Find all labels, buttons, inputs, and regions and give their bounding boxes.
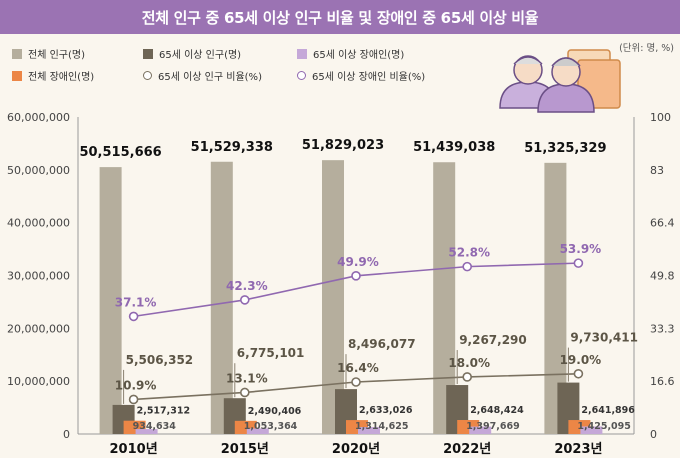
legend-swatch	[297, 48, 307, 59]
legend-swatch	[143, 48, 153, 59]
label-elderly-population-ratio: 16.4%	[337, 361, 379, 375]
label-elderly-population: 9,730,411	[570, 331, 638, 345]
bar-elderly-disabled	[358, 427, 380, 434]
y2-tick-label: 16.6	[650, 375, 675, 388]
y-tick-label: 40,000,000	[7, 217, 70, 230]
legend-marker	[143, 71, 152, 80]
y-tick-label: 20,000,000	[7, 322, 70, 335]
bar-total-population	[544, 162, 567, 434]
bar-total-population	[99, 167, 122, 435]
y2-tick-label: 100	[650, 111, 671, 124]
chart-title: 전체 인구 중 65세 이상 인구 비율 및 장애인 중 65세 이상 비율	[0, 0, 680, 34]
legend-label: 전체 인구(명)	[28, 50, 85, 61]
legend-marker	[297, 71, 306, 80]
label-elderly-disabled: 934,634	[133, 421, 177, 432]
legend-swatch	[12, 48, 22, 59]
point-elderly-population-ratio	[351, 377, 361, 387]
label-elderly-population: 9,267,290	[459, 333, 527, 347]
label-total-disabled: 2,648,424	[470, 405, 524, 416]
label-total-disabled: 2,490,406	[248, 406, 302, 417]
label-total-disabled: 2,641,896	[581, 405, 635, 416]
legend-swatch	[12, 70, 22, 81]
x-tick-label: 2022년	[443, 442, 491, 457]
label-elderly-population-ratio: 13.1%	[226, 371, 268, 385]
label-total-disabled: 2,633,026	[359, 405, 413, 416]
point-elderly-disabled-ratio	[128, 311, 139, 322]
y2-tick-label: 33.3	[650, 322, 675, 335]
y-tick-label: 50,000,000	[7, 164, 70, 177]
label-total-population: 51,829,023	[302, 138, 384, 153]
point-elderly-disabled-ratio	[462, 261, 473, 272]
y2-tick-label: 0	[650, 428, 657, 441]
y2-tick-label: 49.8	[650, 270, 675, 283]
label-elderly-disabled-ratio: 42.3%	[226, 279, 268, 293]
label-total-disabled: 2,517,312	[137, 406, 191, 417]
legend-elderly-disabled: 65세 이상 장애인(명)	[297, 46, 404, 61]
legend-label: 65세 이상 장애인 비율(%)	[312, 72, 426, 83]
point-elderly-population-ratio	[240, 387, 250, 398]
bar-elderly-disabled	[135, 429, 158, 434]
x-tick-label: 2010년	[110, 442, 158, 457]
legend-label: 65세 이상 인구 비율(%)	[158, 72, 262, 83]
legend-elderly-population: 65세 이상 인구(명)	[143, 46, 241, 61]
y-tick-label: 30,000,000	[7, 270, 70, 283]
y-tick-label: 60,000,000	[7, 111, 70, 124]
unit-label: (단위: 명, %)	[619, 43, 674, 54]
legend-label: 65세 이상 장애인(명)	[313, 50, 405, 61]
label-total-population: 50,515,666	[79, 145, 161, 160]
label-elderly-disabled-ratio: 52.8%	[448, 246, 490, 260]
bar-elderly-disabled	[469, 426, 492, 434]
label-elderly-disabled: 1,397,669	[466, 421, 520, 432]
point-elderly-disabled-ratio	[573, 258, 584, 268]
y-tick-label: 10,000,000	[7, 375, 70, 388]
label-elderly-disabled-ratio: 53.9%	[560, 242, 602, 256]
x-tick-label: 2020년	[332, 442, 380, 457]
bar-total-population	[210, 161, 233, 434]
x-tick-label: 2015년	[221, 442, 269, 457]
label-elderly-population-ratio: 19.0%	[560, 353, 602, 367]
bar-elderly-disabled	[580, 426, 603, 434]
legend-elderly-disabled-ratio: 65세 이상 장애인 비율(%)	[297, 68, 425, 83]
legend-total-population: 전체 인구(명)	[12, 46, 85, 61]
point-elderly-disabled-ratio	[240, 295, 250, 305]
point-elderly-population-ratio	[128, 394, 139, 405]
point-elderly-population-ratio	[462, 372, 473, 382]
data-labels: 50,515,666 5,506,352 2,517,312 934,634 51,52…	[79, 138, 638, 432]
label-total-population: 51,325,329	[524, 141, 606, 156]
legend-label: 65세 이상 인구(명)	[159, 50, 242, 61]
legend-elderly-population-ratio: 65세 이상 인구 비율(%)	[143, 68, 262, 83]
label-elderly-population: 8,496,077	[348, 337, 416, 351]
legend-label: 전체 장애인(명)	[28, 72, 95, 83]
label-total-population: 51,529,338	[191, 140, 273, 155]
bar-total-population	[433, 162, 456, 435]
point-elderly-disabled-ratio	[351, 271, 361, 281]
y-tick-label: 0	[63, 428, 70, 441]
label-elderly-population-ratio: 10.9%	[115, 378, 157, 392]
label-elderly-disabled: 1,314,625	[355, 421, 409, 432]
point-elderly-population-ratio	[573, 368, 584, 379]
elderly-people-illustration	[499, 49, 621, 113]
label-elderly-disabled-ratio: 49.9%	[337, 255, 379, 269]
label-elderly-population-ratio: 18.0%	[448, 356, 490, 370]
bars	[99, 160, 603, 435]
label-elderly-disabled: 1,425,095	[577, 421, 631, 432]
y2-tick-label: 83	[650, 164, 664, 177]
y2-tick-label: 66.4	[650, 217, 675, 230]
bar-total-population	[322, 160, 344, 435]
label-elderly-population: 5,506,352	[126, 353, 194, 367]
legend-total-disabled: 전체 장애인(명)	[12, 68, 94, 83]
x-tick-label: 2023년	[554, 442, 602, 457]
label-elderly-population: 6,775,101	[237, 346, 305, 360]
label-elderly-disabled-ratio: 37.1%	[115, 295, 157, 309]
ratio-lines	[128, 258, 584, 405]
bar-elderly-disabled	[246, 428, 269, 434]
label-elderly-disabled: 1,053,364	[244, 421, 298, 432]
label-total-population: 51,439,038	[413, 140, 495, 155]
